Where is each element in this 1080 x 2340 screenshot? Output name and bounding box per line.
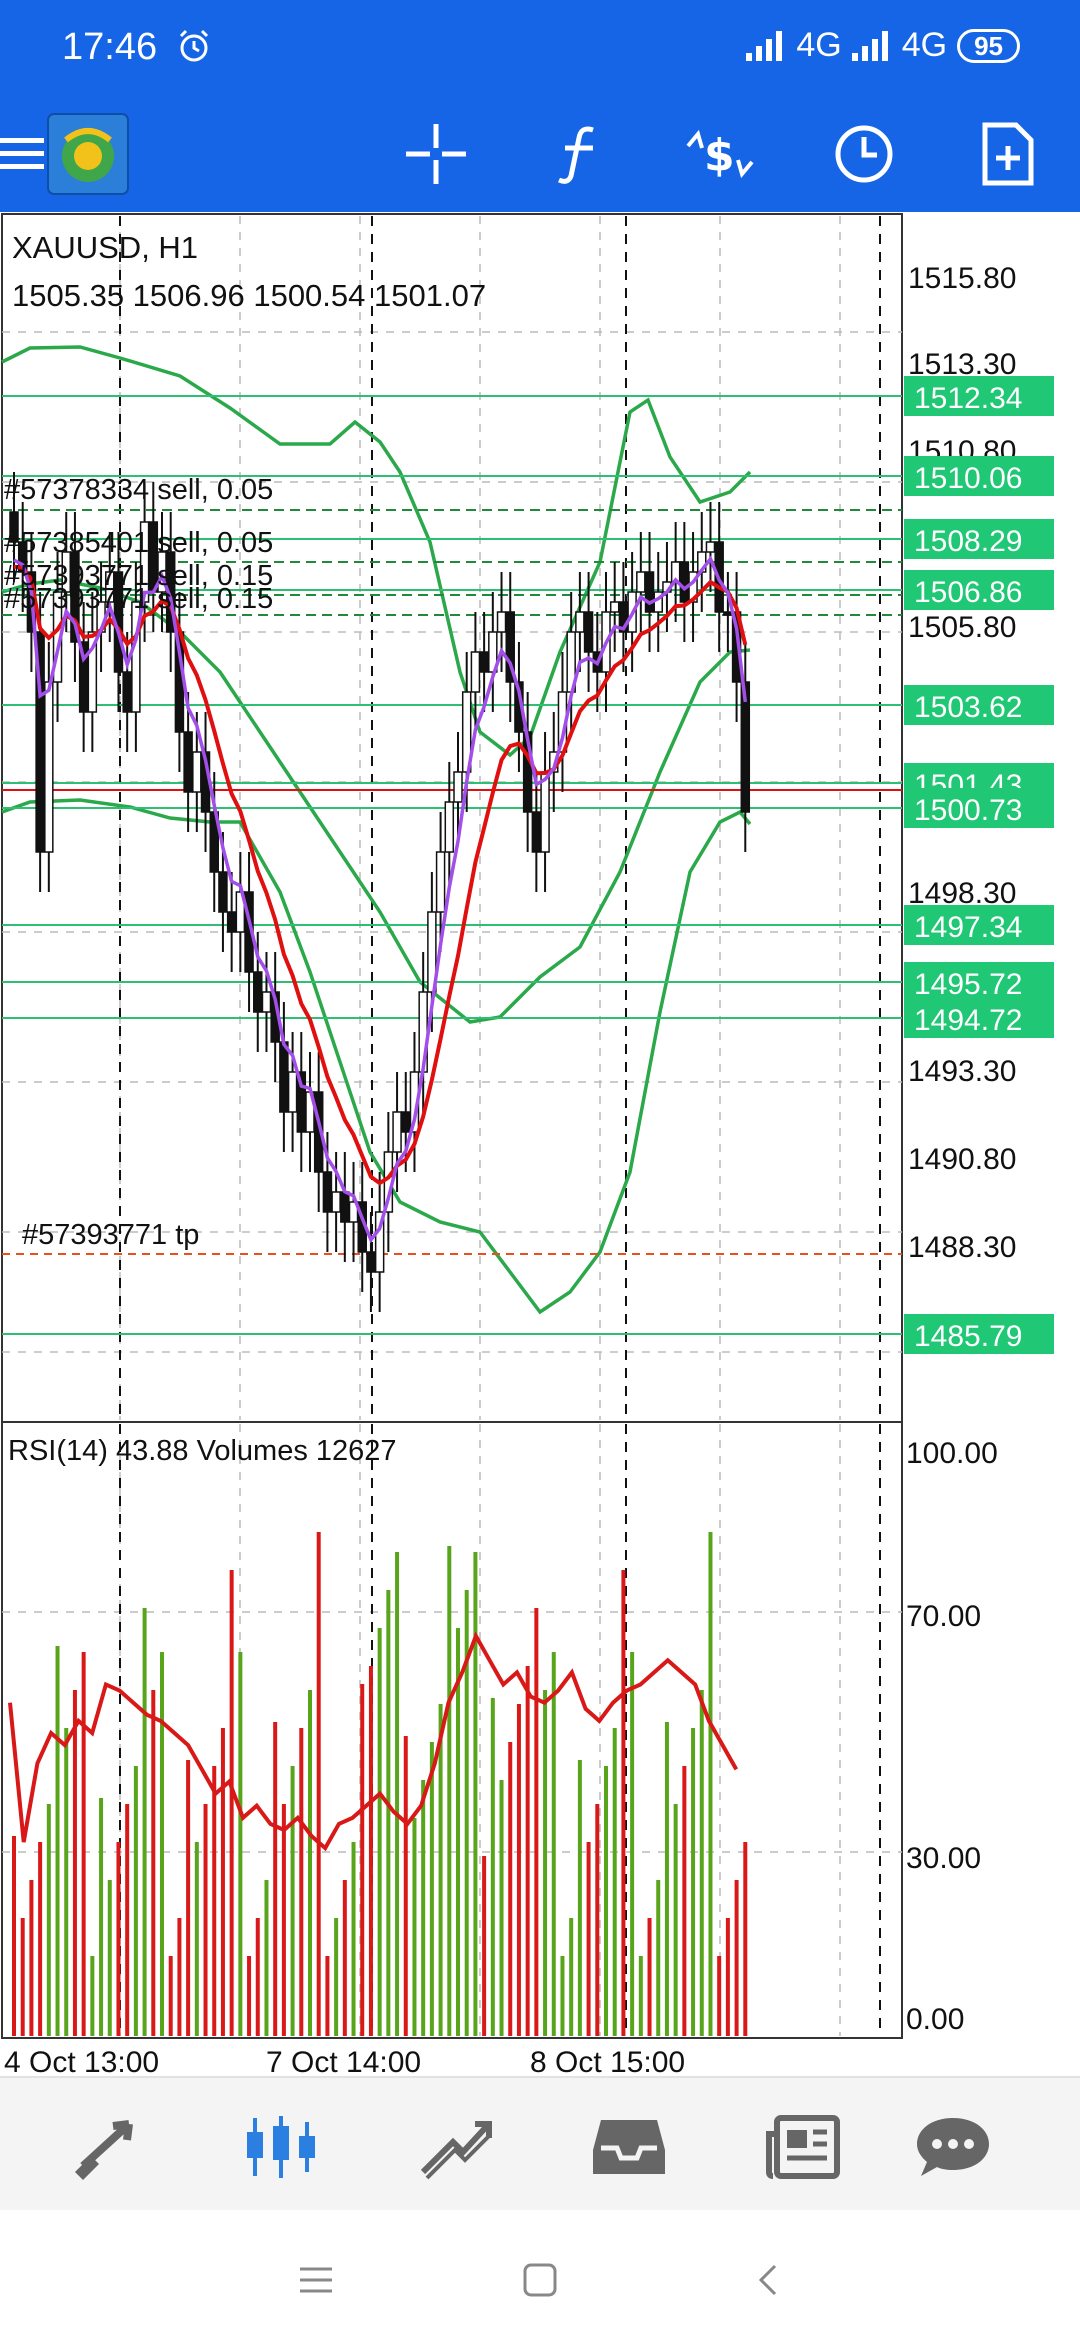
bottom-navigation <box>0 2076 1080 2212</box>
price-badge <box>904 519 1054 559</box>
price-badge-label: 1495.72 <box>914 968 1022 1001</box>
price-badge-label: 1500.73 <box>914 794 1022 827</box>
signal-icon-2 <box>851 30 888 61</box>
price-chart[interactable]: 1515.801513.301510.801505.801498.301493.… <box>0 212 1080 2082</box>
svg-text:$: $ <box>704 130 735 181</box>
trade-tab-icon[interactable] <box>410 2102 500 2192</box>
price-badge-label: 1485.79 <box>914 1320 1022 1353</box>
order-label-2[interactable]: #57385401 sell, 0.05 <box>4 527 273 559</box>
price-badge <box>904 1314 1054 1354</box>
status-bar: 17:46 4G 4G 95 <box>0 0 1080 96</box>
candlesticks <box>9 472 751 1312</box>
battery-indicator: 95 <box>957 28 1020 63</box>
symbol-label: XAUUSD, H1 <box>12 230 198 265</box>
price-axis-label: 1488.30 <box>908 1231 1016 1264</box>
ma-red-line <box>13 564 748 1186</box>
price-axis-label: 1490.80 <box>908 1143 1016 1176</box>
order-label-4[interactable]: #57393771 sell, 0.15 <box>4 583 273 615</box>
time-label-2: 7 Oct 14:00 <box>266 2046 421 2079</box>
back-icon[interactable] <box>738 2250 798 2310</box>
ma-purple-line <box>13 555 748 1244</box>
time-label-3: 8 Oct 15:00 <box>530 2046 685 2079</box>
rsi-label: RSI(14) 43.88 Volumes 12627 <box>8 1435 397 1467</box>
history-icon[interactable] <box>584 2102 674 2192</box>
price-axis-label: 1515.80 <box>908 262 1016 295</box>
rsi-axis-30: 30.00 <box>906 1842 981 1875</box>
chart-icon[interactable] <box>236 2102 326 2192</box>
network-label-1: 4G <box>796 26 842 64</box>
network-label-2: 4G <box>901 26 948 64</box>
price-badge-label: 1510.06 <box>914 462 1022 495</box>
price-badge-label: 1503.62 <box>914 691 1022 724</box>
status-time: 17:46 <box>62 26 158 68</box>
price-badge <box>904 788 1054 828</box>
band-upper <box>1 345 752 758</box>
band-lower <box>1 798 752 1315</box>
system-navigation <box>0 2210 1080 2340</box>
home-icon[interactable] <box>510 2250 570 2310</box>
trade-icon[interactable]: $ <box>684 118 756 190</box>
time-label-1: 4 Oct 13:00 <box>4 2046 159 2079</box>
quotes-icon[interactable] <box>62 2102 152 2192</box>
price-badge-label: 1497.34 <box>914 911 1022 944</box>
alarm-icon <box>179 29 209 62</box>
price-badge <box>904 685 1054 725</box>
price-badge <box>904 456 1054 496</box>
top-toolbar: $ <box>0 96 1080 212</box>
price-badge <box>904 962 1054 1002</box>
news-icon[interactable] <box>758 2102 848 2192</box>
rsi-line <box>8 1631 739 1852</box>
price-axis-label: 1505.80 <box>908 611 1016 644</box>
price-badge-label: 1508.29 <box>914 525 1022 558</box>
ohlc-label: 1505.35 1506.96 1500.54 1501.07 <box>12 278 486 313</box>
price-badge-label: 1494.72 <box>914 1004 1022 1037</box>
price-axis-label: 1498.30 <box>908 877 1016 910</box>
price-badge <box>904 570 1054 610</box>
recent-apps-icon[interactable] <box>286 2250 346 2310</box>
status-indicators: 4G 4G 95 <box>746 26 1020 65</box>
price-badge-label: 1512.34 <box>914 382 1022 415</box>
chat-icon[interactable] <box>908 2102 998 2192</box>
price-badge <box>904 376 1054 416</box>
rsi-axis-100: 100.00 <box>906 1437 998 1470</box>
tp-label[interactable]: #57393771 tp <box>22 1219 199 1251</box>
order-label-3[interactable]: #57393771 sell, 0.15 <box>4 560 273 592</box>
indicators-icon[interactable] <box>542 118 614 190</box>
crosshair-icon[interactable] <box>400 118 472 190</box>
rsi-axis-0: 0.00 <box>906 2003 964 2036</box>
price-badge-label: 1506.86 <box>914 576 1022 609</box>
order-label-1[interactable]: #57378334 sell, 0.05 <box>4 474 273 506</box>
price-axis-label: 1513.30 <box>908 348 1016 381</box>
menu-icon[interactable] <box>0 118 58 190</box>
price-badge <box>904 998 1054 1038</box>
price-badges: 1512.341510.061508.291506.861503.621501.… <box>904 376 1054 1354</box>
volume-bars <box>12 1532 748 2036</box>
price-badge <box>904 905 1054 945</box>
signal-icon <box>746 30 783 61</box>
mt4-logo-icon[interactable] <box>46 112 130 196</box>
new-order-icon[interactable] <box>972 118 1044 190</box>
price-axis-label: 1493.30 <box>908 1055 1016 1088</box>
price-axis: 1515.801513.301510.801505.801498.301493.… <box>908 262 1016 1264</box>
rsi-axis-70: 70.00 <box>906 1600 981 1633</box>
timeframe-icon[interactable] <box>828 118 900 190</box>
